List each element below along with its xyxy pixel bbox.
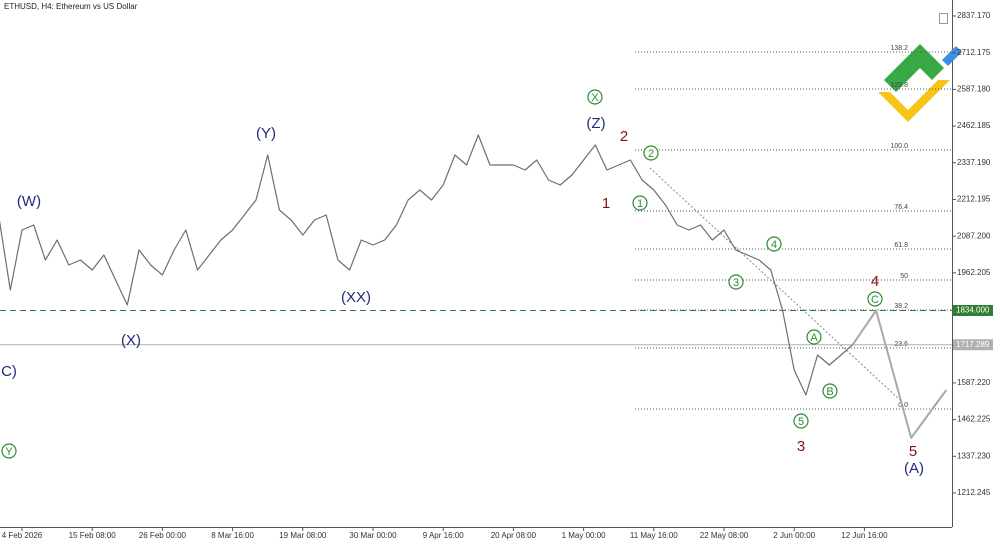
wave-label: (W): [17, 193, 41, 210]
wave-circle: [793, 413, 809, 429]
wave-label: A: [810, 332, 818, 344]
wave-circle: [1, 443, 17, 459]
y-tick-label: 2587.180: [957, 84, 991, 93]
fib-label: 100.0: [890, 143, 908, 150]
x-tick-label: 15 Feb 08:00: [69, 531, 117, 540]
y-tick-label: 1462.225: [957, 415, 991, 424]
y-tick-label: 2212.195: [957, 195, 991, 204]
x-tick-label: 22 May 08:00: [700, 531, 749, 540]
wave-circle: [587, 89, 603, 105]
x-tick-label: 8 Mar 16:00: [211, 531, 254, 540]
wave-circle: [766, 236, 782, 252]
x-tick-label: 9 Apr 16:00: [423, 531, 464, 540]
logo-green: [884, 44, 944, 92]
wave-label: 2: [620, 128, 628, 145]
wave-label: 1: [602, 195, 610, 212]
trend-line: [649, 167, 901, 401]
wave-label: 4: [871, 273, 879, 290]
wave-label: (XX): [341, 289, 371, 306]
wave-label: X: [591, 92, 599, 104]
wave-label: 3: [797, 438, 805, 455]
wave-label: C: [871, 294, 879, 306]
price-label: 1717.289: [956, 340, 990, 349]
wave-label: 5: [798, 416, 804, 428]
price-label-box: [953, 339, 993, 351]
wave-label: (A): [904, 460, 924, 477]
y-tick-label: 2837.170: [957, 11, 991, 20]
wave-circle: [632, 195, 648, 211]
y-tick-label: 2337.190: [957, 158, 991, 167]
wave-label: (Y): [256, 125, 276, 142]
y-tick-label: 1337.230: [957, 451, 991, 460]
wave-label: 3: [733, 277, 739, 289]
x-tick-label: 4 Feb 2026: [2, 531, 43, 540]
x-tick-label: 19 Mar 08:00: [279, 531, 327, 540]
fib-label: 76.4: [894, 204, 908, 211]
x-tick-label: 30 Mar 00:00: [349, 531, 397, 540]
x-tick-label: 2 Jun 00:00: [773, 531, 815, 540]
y-tick-label: 1212.245: [957, 488, 991, 497]
wave-label: 1: [637, 198, 643, 210]
wave-circle: [643, 145, 659, 161]
y-tick-label: 2712.175: [957, 48, 991, 57]
x-tick-label: 12 Jun 16:00: [841, 531, 888, 540]
price-line-series: [851, 309, 948, 439]
fib-label: 38.2: [894, 303, 908, 310]
fib-label: 138.2: [890, 45, 908, 52]
panel-icon[interactable]: [939, 13, 948, 24]
wave-label: C): [1, 363, 17, 380]
y-tick-label: 2087.200: [957, 231, 991, 240]
wave-circle: [822, 383, 838, 399]
fib-label: 123.8: [890, 82, 908, 89]
price-line-series: [0, 134, 854, 396]
fib-label: 50: [900, 273, 908, 280]
logo: [878, 44, 962, 122]
wave-circle: [728, 274, 744, 290]
x-tick-label: 11 May 16:00: [630, 531, 678, 540]
wave-label: 5: [909, 443, 917, 460]
x-tick-label: 26 Feb 00:00: [139, 531, 187, 540]
price-label: 1834.000: [956, 306, 990, 315]
wave-label: (Z): [586, 115, 605, 132]
wave-circle: [867, 291, 883, 307]
x-tick-label: 20 Apr 08:00: [491, 531, 537, 540]
wave-label: 4: [771, 239, 777, 251]
wave-circle: [806, 329, 822, 345]
y-tick-label: 1962.205: [957, 268, 991, 277]
logo-blue: [942, 46, 962, 66]
chart-title: ETHUSD, H4: Ethereum vs US Dollar: [4, 2, 138, 11]
price-label-box: [953, 304, 993, 316]
x-tick-label: 1 May 00:00: [562, 531, 607, 540]
fib-label: 61.8: [894, 242, 908, 249]
logo-yellow: [878, 80, 950, 122]
wave-label: Y: [5, 446, 13, 458]
y-tick-label: 1587.220: [957, 378, 991, 387]
wave-label: 2: [648, 148, 654, 160]
y-tick-label: 2462.185: [957, 121, 991, 130]
wave-label: B: [826, 386, 833, 398]
wave-label: (X): [121, 332, 141, 349]
